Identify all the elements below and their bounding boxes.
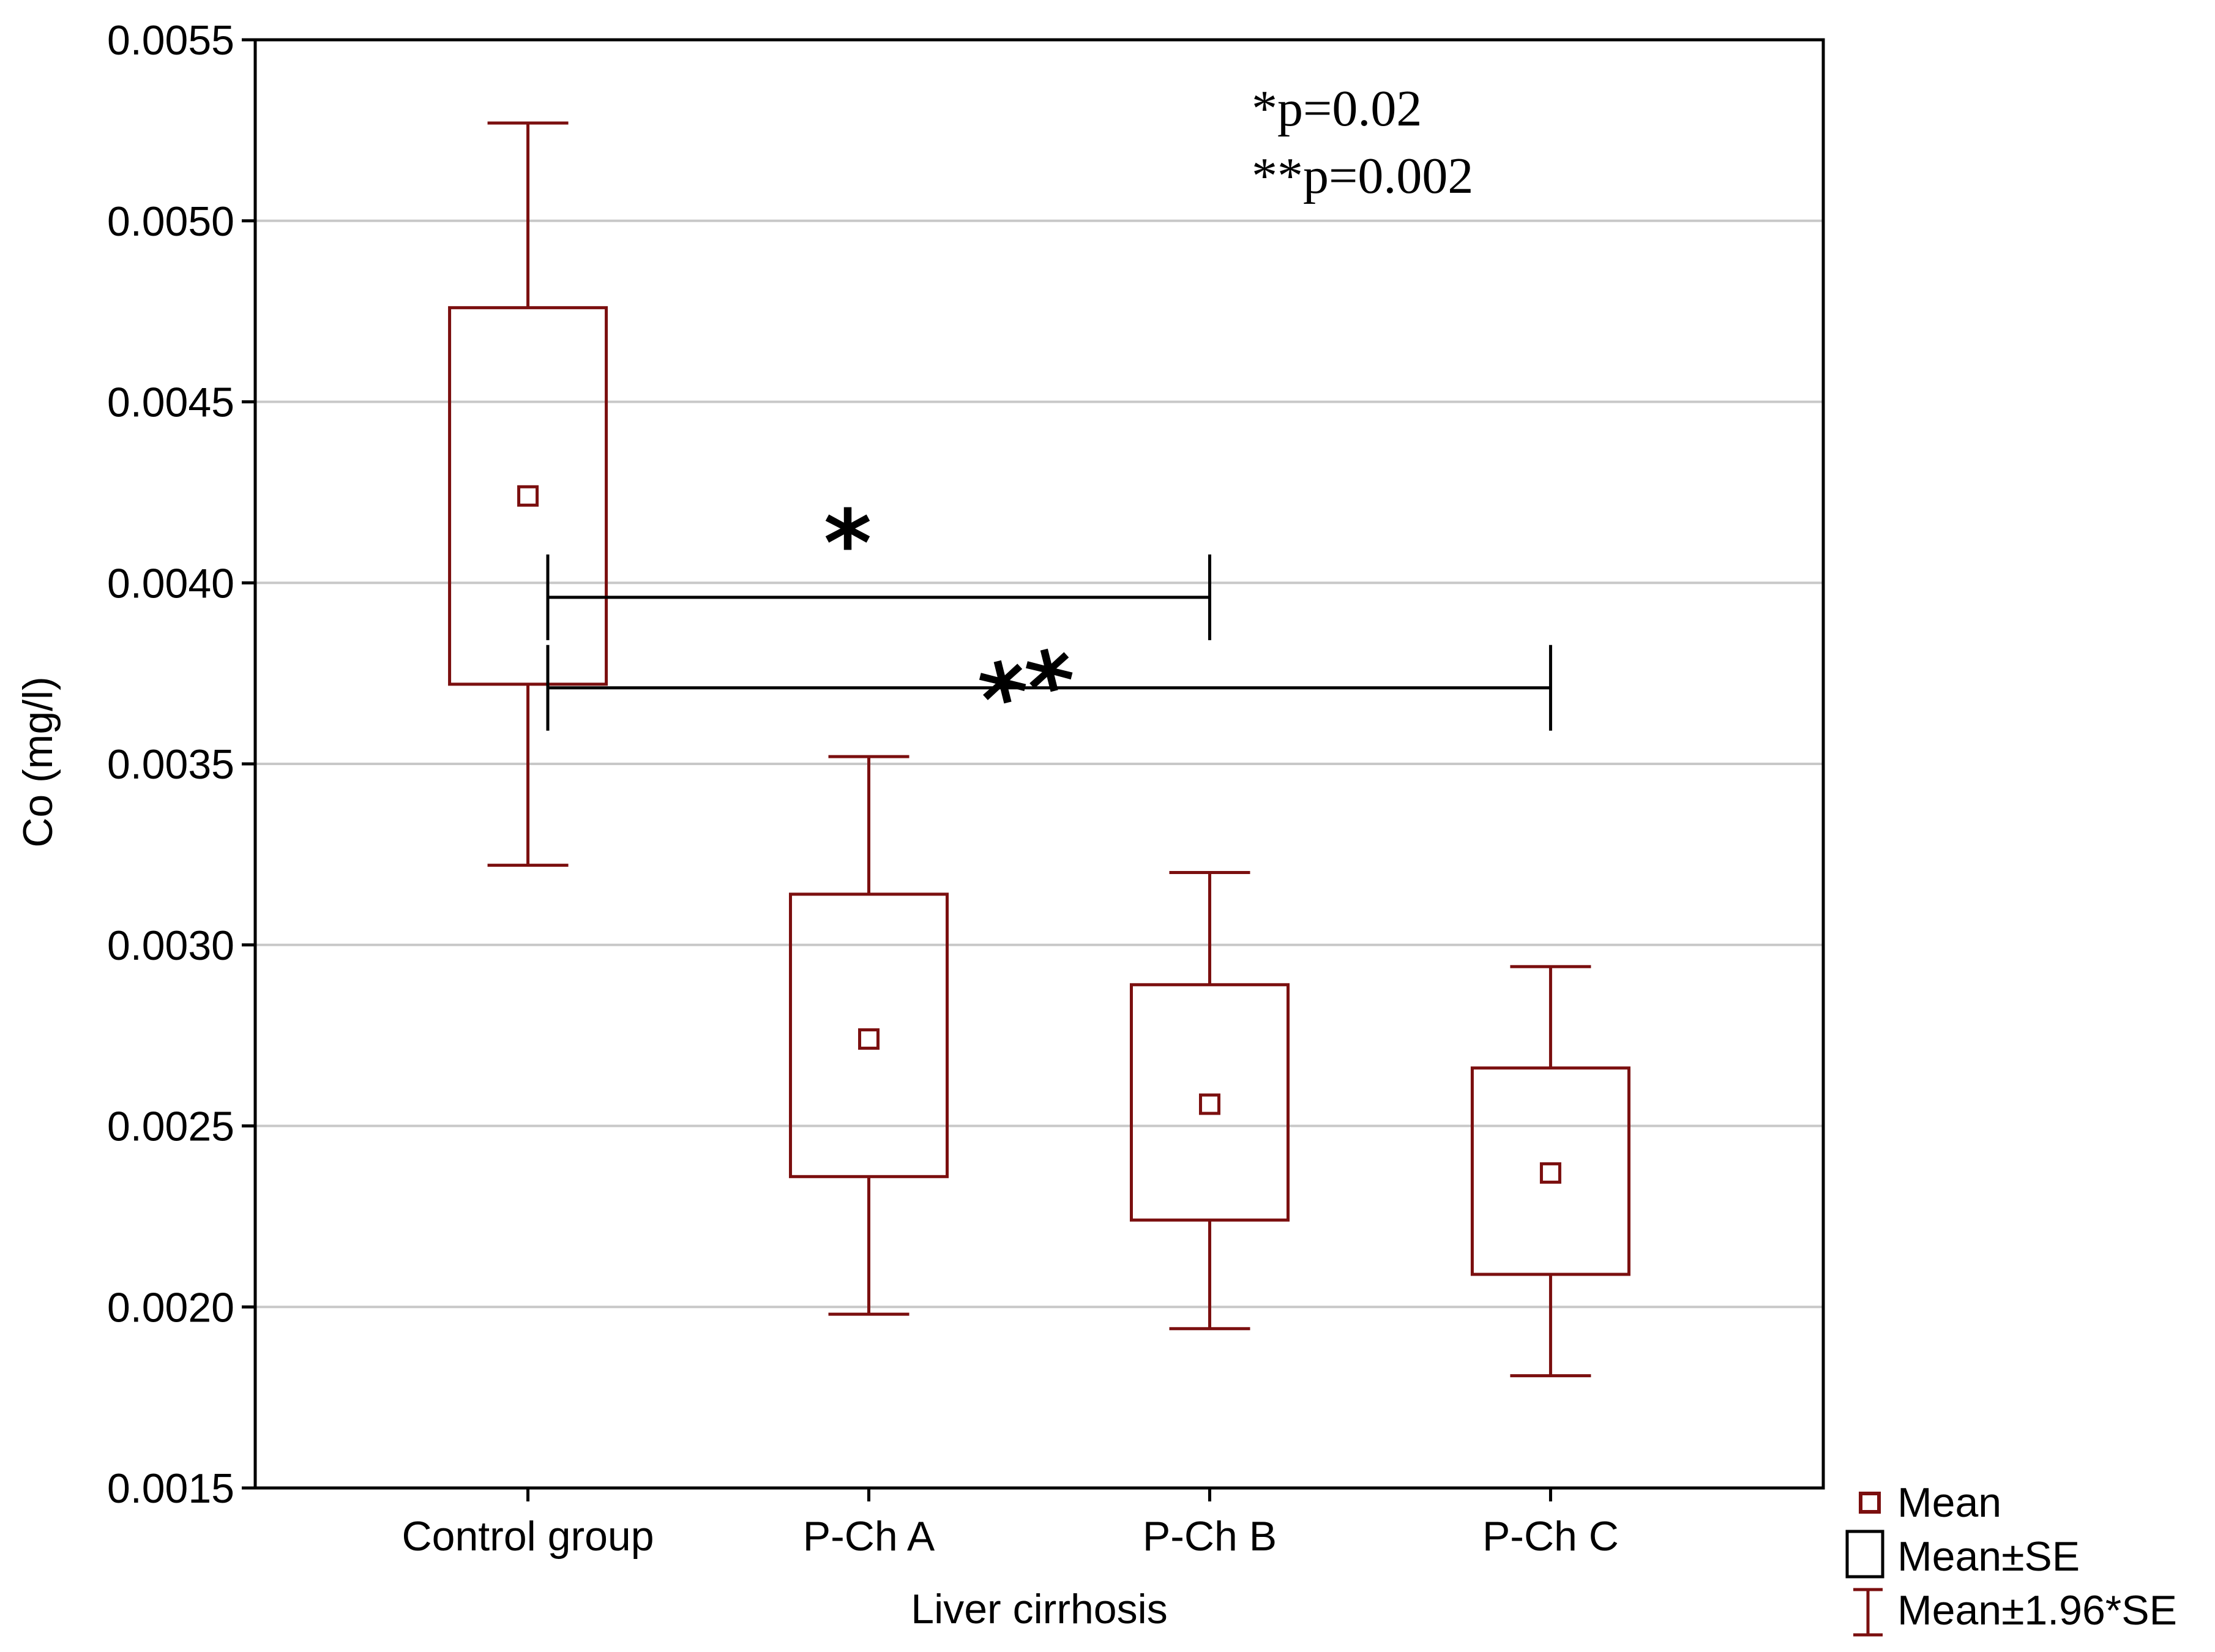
- x-tick-label: P-Ch B: [1143, 1513, 1277, 1560]
- legend: Mean Mean±SE Mean±1.96*SE: [1845, 1479, 2177, 1637]
- significance-mark-star: *: [824, 491, 872, 597]
- se-box: [789, 892, 949, 1178]
- legend-ci-marker: [1853, 1588, 1883, 1637]
- se-box: [1470, 1066, 1630, 1276]
- y-tick-label: 0.0040: [107, 560, 234, 607]
- x-tick-label: P-Ch C: [1482, 1513, 1619, 1560]
- annotation-p-value-2: **p=0.002: [1252, 148, 1473, 204]
- legend-se-label: Mean±SE: [1897, 1533, 2080, 1580]
- annotation-p-value-1: *p=0.02: [1252, 80, 1422, 137]
- legend-mean-marker: [1859, 1492, 1881, 1514]
- y-tick-label: 0.0015: [107, 1465, 234, 1512]
- legend-se-marker: [1845, 1530, 1884, 1579]
- mean-marker: [1539, 1162, 1561, 1184]
- mean-marker: [517, 485, 539, 507]
- y-axis-ticks: 0.0015 0.0020 0.0025 0.0030 0.0035 0.0040 0.00…: [107, 17, 255, 1512]
- y-tick-label: 0.0050: [107, 198, 234, 245]
- y-tick-label: 0.0025: [107, 1104, 234, 1150]
- y-tick-label: 0.0020: [107, 1284, 234, 1331]
- x-axis-ticks: Control group P-Ch A P-Ch B P-Ch C: [402, 1488, 1619, 1560]
- y-tick-label: 0.0030: [107, 922, 234, 969]
- y-tick-label: 0.0055: [107, 17, 234, 64]
- mean-marker: [858, 1028, 880, 1050]
- y-tick-label: 0.0045: [107, 379, 234, 426]
- x-axis-title: Liver cirrhosis: [911, 1586, 1167, 1632]
- se-box: [448, 306, 608, 686]
- legend-mean-label: Mean: [1897, 1479, 2001, 1526]
- x-tick-label: P-Ch A: [803, 1513, 935, 1560]
- significance-brackets: ***: [546, 491, 1552, 755]
- y-tick-label: 0.0035: [107, 741, 234, 788]
- mean-marker: [1198, 1093, 1220, 1115]
- boxes: [448, 121, 1630, 1378]
- significance-mark-double-star: **: [970, 628, 1089, 755]
- grid-lines: [255, 219, 1823, 1309]
- legend-ci-label: Mean±1.96*SE: [1897, 1587, 2177, 1634]
- x-tick-label: Control group: [402, 1513, 654, 1560]
- se-box: [1129, 983, 1290, 1222]
- y-axis-title: Co (mg/l): [15, 676, 61, 848]
